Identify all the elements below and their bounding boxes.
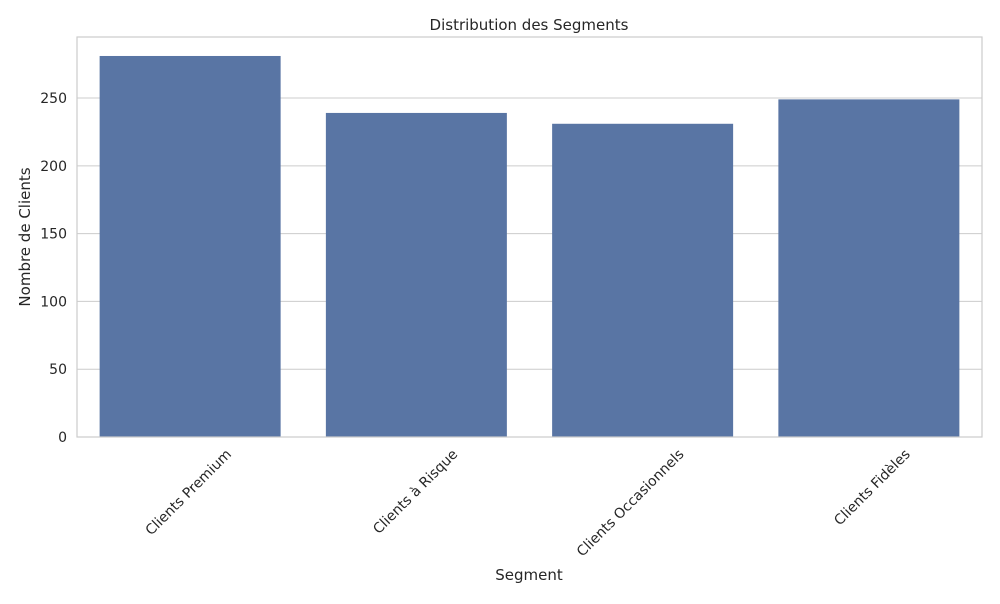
x-tick-label: Clients Fidèles bbox=[831, 447, 913, 529]
bar bbox=[778, 99, 960, 438]
y-tick-label: 200 bbox=[40, 159, 67, 175]
bar bbox=[325, 112, 507, 438]
y-tick-label: 50 bbox=[49, 362, 67, 378]
y-tick-label: 100 bbox=[40, 294, 67, 310]
bars bbox=[99, 55, 960, 438]
y-axis-title: Nombre de Clients bbox=[16, 167, 34, 306]
y-axis-ticks: 0 50 100 150 200 250 bbox=[40, 91, 67, 446]
chart-title: Distribution des Segments bbox=[430, 16, 629, 34]
x-axis-ticks: Clients Premium Clients à Risque Clients O… bbox=[143, 447, 914, 561]
y-tick-label: 250 bbox=[40, 91, 67, 107]
bar bbox=[552, 123, 734, 437]
x-tick-label: Clients à Risque bbox=[370, 447, 461, 538]
x-tick-label: Clients Premium bbox=[143, 447, 235, 539]
bar bbox=[99, 55, 281, 437]
x-tick-label: Clients Occasionnels bbox=[574, 447, 688, 561]
y-tick-label: 150 bbox=[40, 227, 67, 243]
plot-frame bbox=[76, 36, 983, 438]
y-tick-label: 0 bbox=[58, 430, 67, 446]
x-axis-title: Segment bbox=[495, 566, 563, 584]
